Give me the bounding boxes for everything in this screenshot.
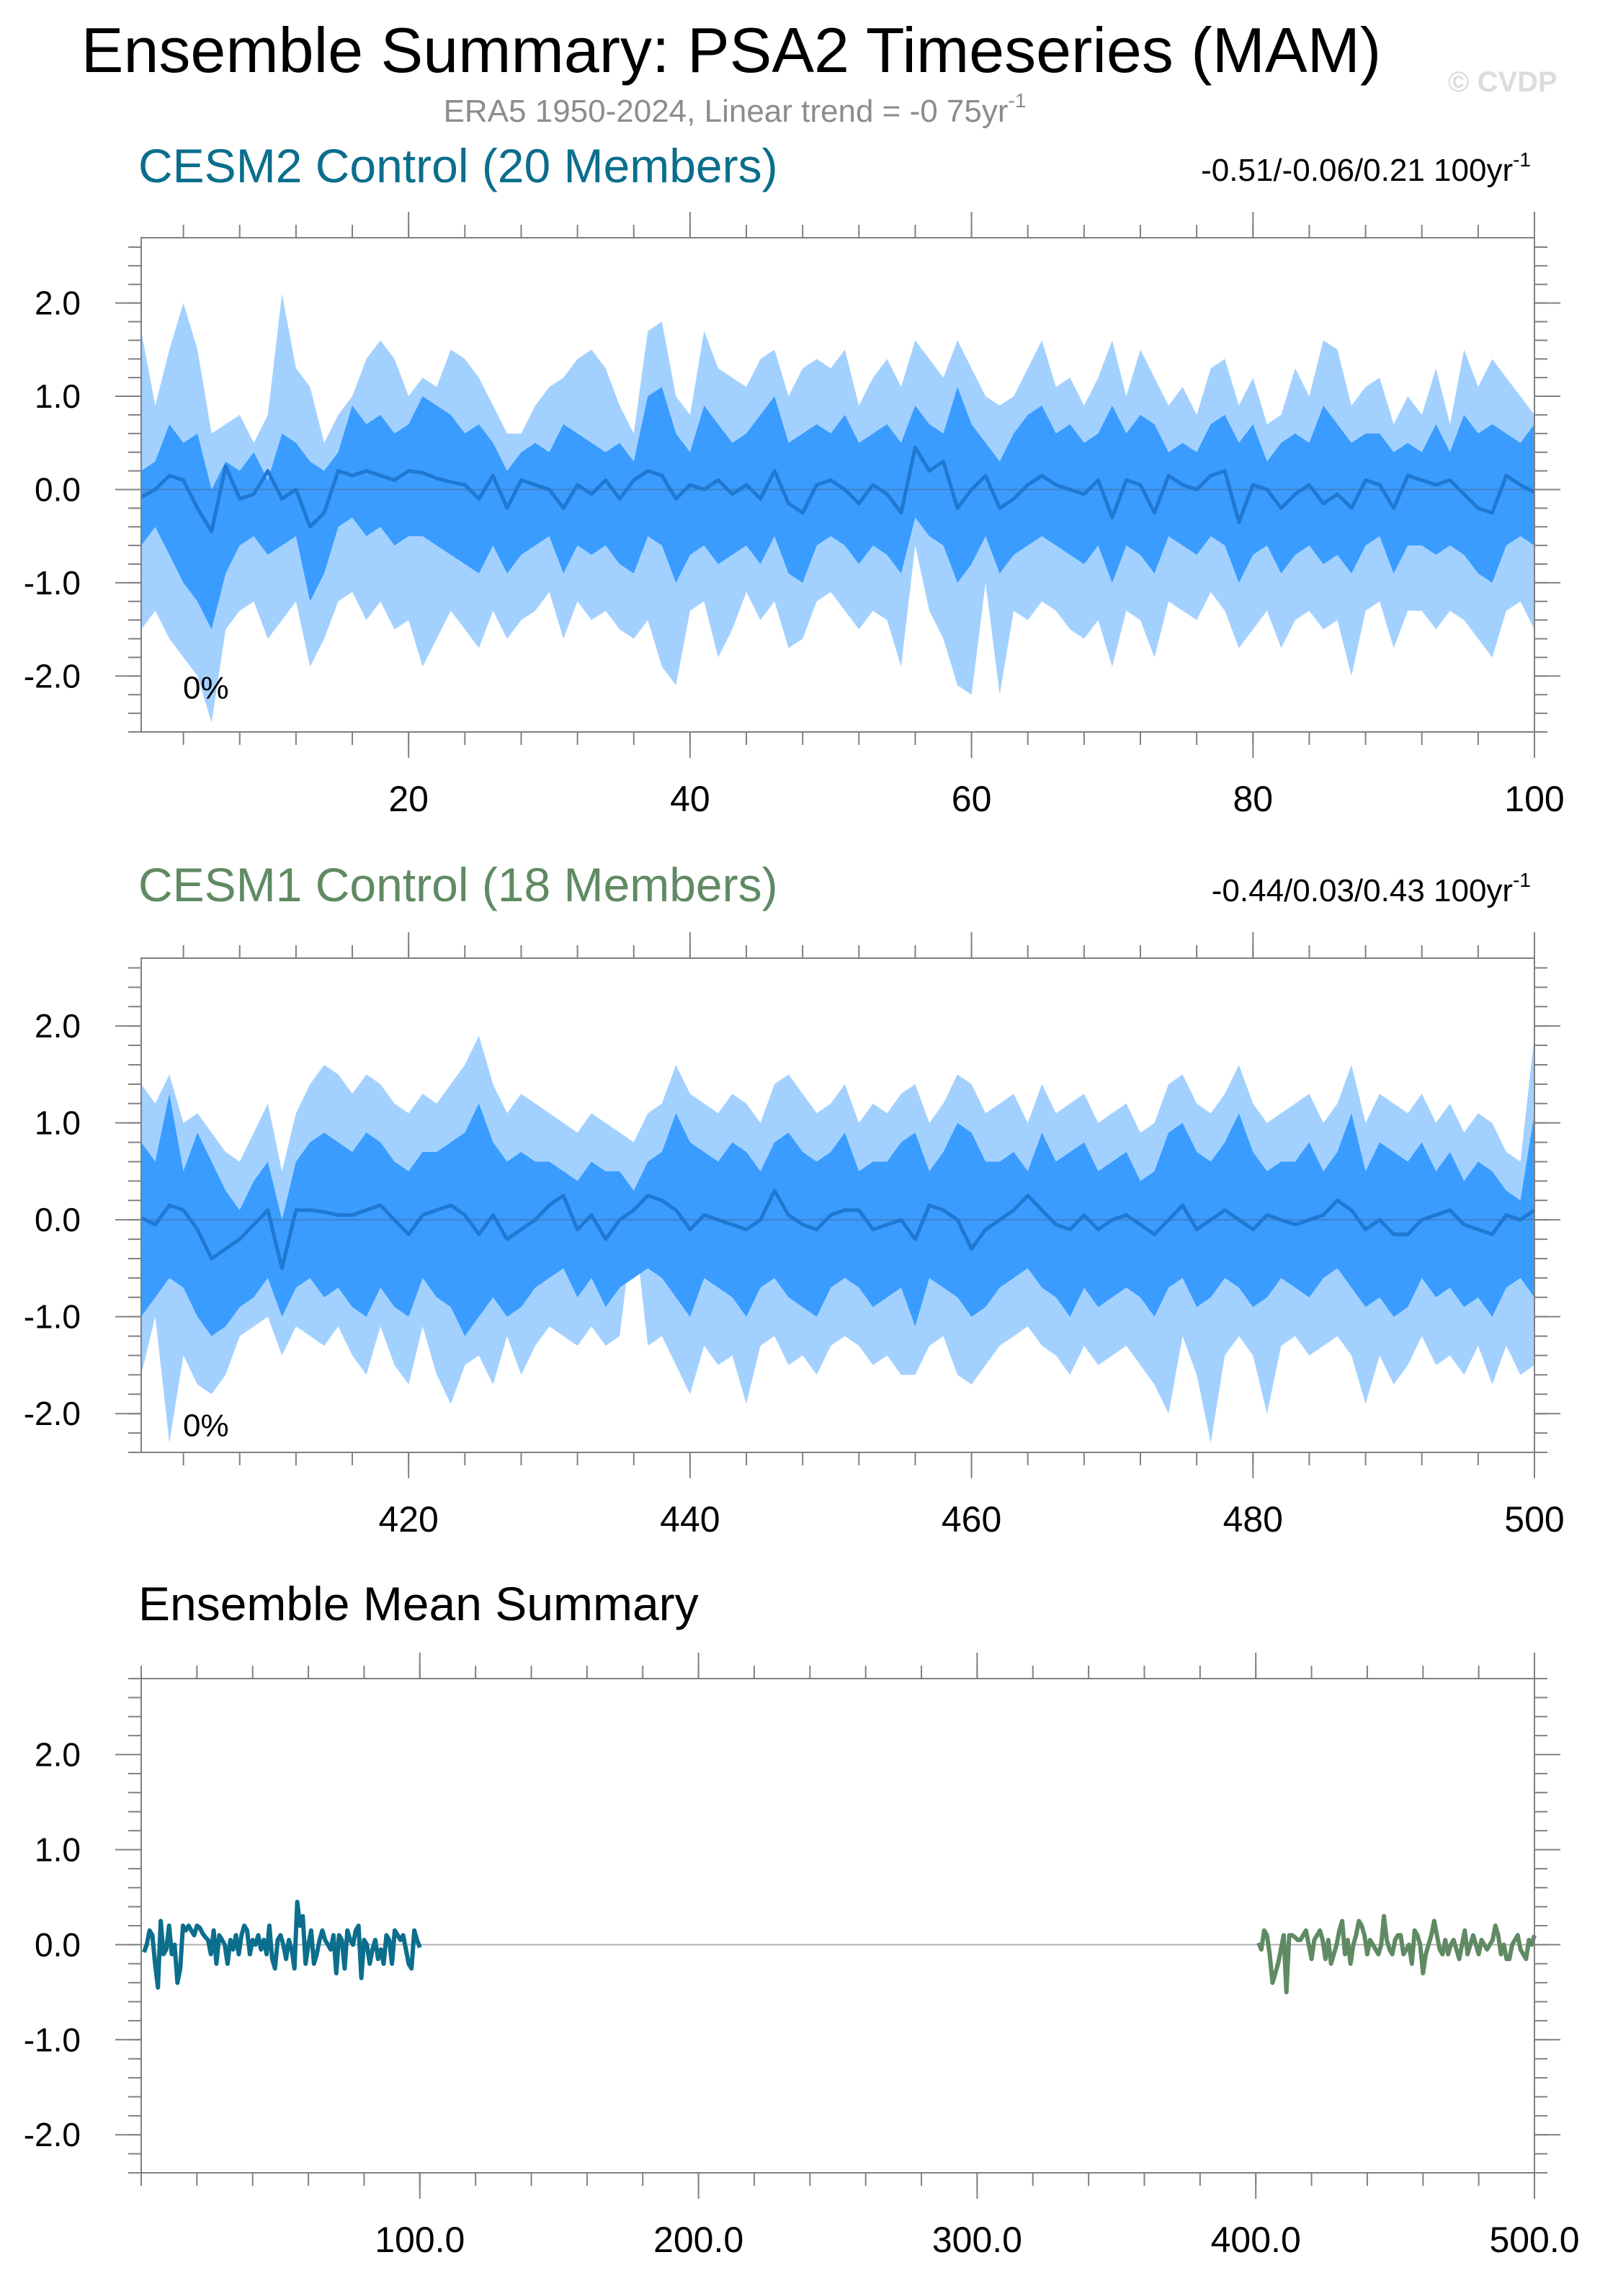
y-tick-label: 1.0 [35, 1831, 81, 1868]
subtitle-superscript: -1 [1008, 89, 1027, 112]
panel2-axes: 2.0 1.0 0.0 -1.0 -2.0 420 440 460 480 500 [24, 932, 1565, 1540]
panel3-title: Ensemble Mean Summary [138, 1577, 699, 1630]
x-tick-label: 440 [660, 1499, 720, 1540]
x-tick-label: 80 [1233, 779, 1273, 819]
panel2-trend-text: -0.44/0.03/0.43 100yr [1211, 873, 1514, 908]
y-tick-label: -1.0 [24, 2021, 81, 2058]
percent-label: 0% [183, 670, 229, 705]
plot-frame [140, 1678, 1535, 2174]
x-tick-label: 500 [1504, 1499, 1564, 1540]
y-tick-label: 1.0 [35, 378, 81, 415]
y-tick-label: 0.0 [35, 1201, 81, 1238]
mean-series-line [1256, 1913, 1537, 1995]
x-tick-label: 420 [378, 1499, 438, 1540]
panel1-axes: 2.0 1.0 0.0 -1.0 -2.0 20 40 60 80 100 [24, 212, 1565, 819]
percent-label: 0% [183, 1408, 229, 1444]
plot-frame [140, 237, 1535, 733]
figure-title: Ensemble Summary: PSA2 Timeseries (MAM) [81, 14, 1382, 86]
subtitle-text: ERA5 1950-2024, Linear trend = -0 75yr [443, 94, 1009, 129]
x-tick-label: 100.0 [375, 2220, 465, 2260]
panel1-plot: 0% [140, 293, 1536, 723]
y-tick-label: 2.0 [35, 285, 81, 322]
panel1-trend-superscript: -1 [1513, 148, 1531, 171]
y-tick-label: -2.0 [24, 2116, 81, 2153]
x-tick-label: 480 [1223, 1499, 1283, 1540]
x-tick-label: 40 [670, 779, 710, 819]
panel2-plot: 0% [140, 1035, 1536, 1444]
y-tick-label: -1.0 [24, 564, 81, 602]
y-tick-label: 0.0 [35, 1926, 81, 1963]
x-tick-label: 400.0 [1211, 2220, 1301, 2260]
panel1-trend: -0.51/-0.06/0.21 100yr-1 [1201, 148, 1531, 189]
x-tick-label: 200.0 [653, 2220, 743, 2260]
y-tick-label: 2.0 [35, 1736, 81, 1774]
plot-frame [140, 957, 1535, 1453]
ensemble-mean-line [140, 445, 1536, 534]
inner-spread-band [141, 387, 1534, 630]
y-tick-label: 1.0 [35, 1104, 81, 1142]
x-tick-label: 60 [952, 779, 992, 819]
panel3-axes: 2.0 1.0 0.0 -1.0 -2.0 100.0 200.0 300.0 400.0 500… [24, 1653, 1580, 2260]
y-tick-label: 2.0 [35, 1007, 81, 1045]
inner-spread-band [141, 1094, 1534, 1336]
figure-subtitle: ERA5 1950-2024, Linear trend = -0 75yr-1 [0, 89, 1470, 130]
y-tick-label: -2.0 [24, 657, 81, 694]
x-tick-label: 300.0 [932, 2220, 1022, 2260]
ensemble-mean-line [140, 1189, 1536, 1270]
x-tick-label: 100 [1504, 779, 1564, 819]
y-tick-label: -1.0 [24, 1298, 81, 1336]
y-tick-label: -2.0 [24, 1395, 81, 1432]
watermark: © CVDP [1448, 66, 1557, 98]
panel2-trend-superscript: -1 [1513, 869, 1531, 891]
panel1-title: CESM2 Control (20 Members) [138, 139, 778, 192]
y-tick-label: 0.0 [35, 470, 81, 508]
panel2-trend: -0.44/0.03/0.43 100yr-1 [1211, 869, 1531, 909]
x-tick-label: 460 [942, 1499, 1001, 1540]
panel1-trend-text: -0.51/-0.06/0.21 100yr [1201, 153, 1514, 188]
panel3-plot [141, 1900, 1537, 1995]
x-tick-label: 500.0 [1489, 2220, 1579, 2260]
panel2-title: CESM1 Control (18 Members) [138, 858, 778, 911]
mean-series-line [142, 1900, 422, 1990]
x-tick-label: 20 [388, 779, 429, 819]
